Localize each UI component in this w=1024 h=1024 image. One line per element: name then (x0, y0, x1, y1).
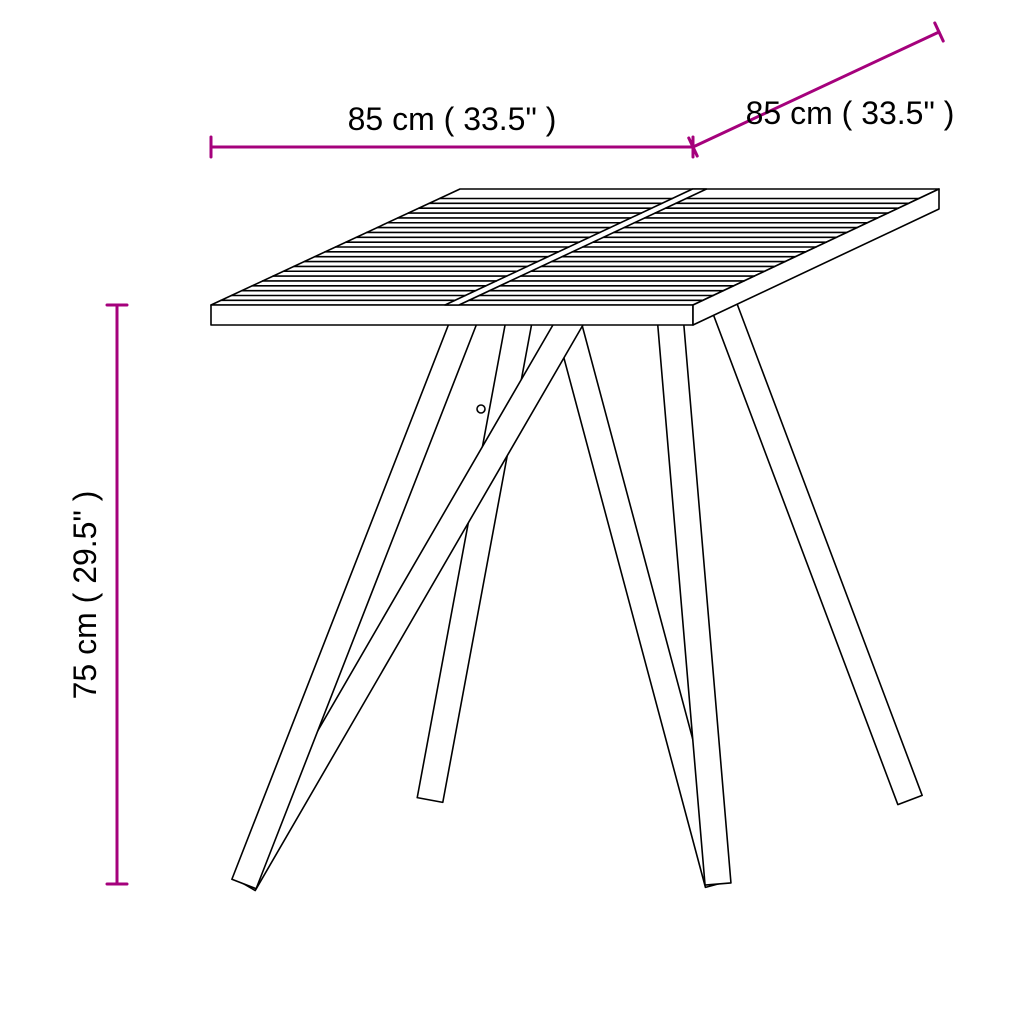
dim-width-label: 85 cm ( 33.5" ) (348, 101, 557, 137)
dim-height-label: 75 cm ( 29.5" ) (67, 491, 103, 700)
canvas-bg (0, 0, 1024, 1024)
dim-depth-label: 85 cm ( 33.5" ) (746, 95, 955, 131)
front-edge (211, 305, 693, 325)
